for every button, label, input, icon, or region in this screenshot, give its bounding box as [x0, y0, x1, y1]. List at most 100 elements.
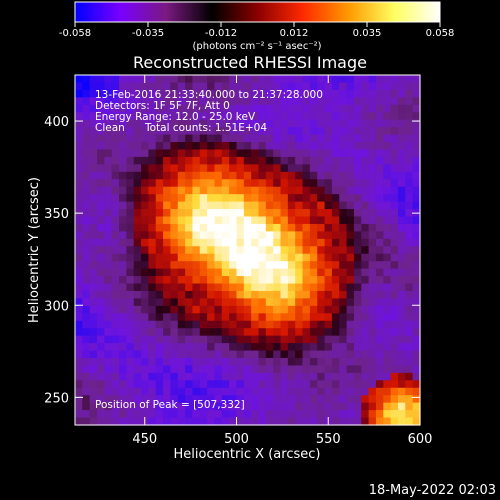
heatmap-pixel: [163, 298, 172, 307]
heatmap-pixel: [104, 305, 113, 314]
heatmap-pixel: [104, 357, 113, 367]
heatmap-pixel: [97, 320, 105, 329]
heatmap-pixel: [265, 261, 274, 270]
heatmap-pixel: [141, 350, 149, 359]
heatmap-pixel: [273, 365, 282, 374]
heatmap-pixel: [258, 320, 267, 329]
heatmap-pixel: [331, 380, 340, 389]
heatmap-pixel: [346, 179, 355, 188]
heatmap-pixel: [229, 75, 238, 84]
heatmap-pixel: [265, 209, 274, 218]
heatmap-pixel: [258, 305, 267, 314]
heatmap-pixel: [104, 231, 113, 240]
heatmap-pixel: [199, 372, 208, 381]
heatmap-pixel: [119, 216, 127, 225]
heatmap-pixel: [82, 246, 91, 255]
heatmap-pixel: [251, 134, 260, 143]
heatmap-pixel: [280, 290, 289, 300]
heatmap-pixel: [390, 313, 399, 322]
heatmap-pixel: [177, 97, 186, 106]
heatmap-pixel: [214, 387, 223, 396]
heatmap-pixel: [405, 194, 414, 203]
heatmap-pixel: [133, 343, 142, 352]
heatmap-pixel: [141, 246, 149, 255]
heatmap-pixel: [273, 305, 282, 314]
heatmap-pixel: [163, 194, 172, 203]
heatmap-pixel: [383, 142, 392, 151]
heatmap-pixel: [412, 194, 421, 203]
heatmap-pixel: [199, 223, 208, 232]
heatmap-pixel: [287, 357, 296, 367]
heatmap-pixel: [133, 395, 142, 404]
heatmap-pixel: [397, 268, 406, 277]
heatmap-pixel: [397, 97, 406, 106]
heatmap-pixel: [236, 216, 245, 225]
heatmap-pixel: [133, 209, 142, 218]
heatmap-pixel: [236, 231, 245, 240]
heatmap-pixel: [97, 276, 105, 285]
heatmap-pixel: [192, 186, 201, 195]
heatmap-pixel: [390, 320, 399, 329]
heatmap-pixel: [309, 186, 318, 195]
heatmap-pixel: [236, 142, 245, 151]
heatmap-pixel: [265, 290, 274, 300]
heatmap-pixel: [273, 89, 282, 98]
heatmap-pixel: [126, 387, 135, 396]
heatmap-pixel: [243, 350, 252, 359]
heatmap-pixel: [148, 89, 157, 98]
heatmap-pixel: [265, 171, 274, 180]
heatmap-pixel: [89, 201, 98, 210]
heatmap-pixel: [405, 246, 414, 255]
heatmap-pixel: [119, 231, 127, 240]
heatmap-pixel: [273, 231, 282, 240]
heatmap-pixel: [163, 335, 172, 344]
heatmap-pixel: [368, 276, 377, 285]
heatmap-pixel: [163, 343, 172, 352]
heatmap-pixel: [280, 298, 289, 307]
heatmap-pixel: [148, 305, 157, 314]
heatmap-pixel: [339, 343, 348, 352]
heatmap-pixel: [368, 357, 377, 367]
heatmap-pixel: [126, 290, 135, 300]
heatmap-pixel: [82, 119, 91, 128]
heatmap-pixel: [126, 313, 135, 322]
heatmap-pixel: [331, 149, 340, 158]
heatmap-pixel: [126, 343, 135, 352]
heatmap-pixel: [229, 186, 238, 195]
heatmap-pixel: [199, 156, 208, 165]
heatmap-pixel: [104, 372, 113, 381]
heatmap-pixel: [236, 290, 245, 300]
heatmap-pixel: [280, 104, 289, 113]
heatmap-pixel: [126, 246, 135, 255]
heatmap-pixel: [375, 89, 384, 98]
heatmap-pixel: [258, 395, 267, 404]
heatmap-pixel: [214, 82, 223, 91]
heatmap-pixel: [214, 357, 223, 367]
heatmap-pixel: [119, 75, 127, 84]
heatmap-pixel: [324, 357, 333, 367]
heatmap-pixel: [82, 216, 91, 225]
heatmap-pixel: [273, 97, 282, 106]
heatmap-pixel: [302, 156, 311, 165]
heatmap-pixel: [185, 119, 194, 128]
heatmap-pixel: [324, 276, 333, 285]
heatmap-pixel: [251, 283, 260, 292]
heatmap-pixel: [412, 246, 421, 255]
heatmap-pixel: [155, 387, 164, 396]
heatmap-pixel: [126, 82, 135, 91]
heatmap-pixel: [192, 335, 201, 344]
heatmap-pixel: [148, 119, 157, 128]
heatmap-pixel: [236, 97, 245, 106]
heatmap-pixel: [346, 328, 355, 337]
heatmap-pixel: [97, 156, 105, 165]
heatmap-pixel: [412, 112, 421, 121]
heatmap-pixel: [324, 201, 333, 210]
heatmap-pixel: [192, 276, 201, 285]
heatmap-pixel: [82, 127, 91, 136]
heatmap-pixel: [368, 223, 377, 232]
heatmap-pixel: [207, 298, 216, 307]
heatmap-pixel: [243, 82, 252, 91]
heatmap-pixel: [207, 127, 216, 136]
heatmap-pixel: [104, 194, 113, 203]
heatmap-pixel: [353, 164, 362, 173]
